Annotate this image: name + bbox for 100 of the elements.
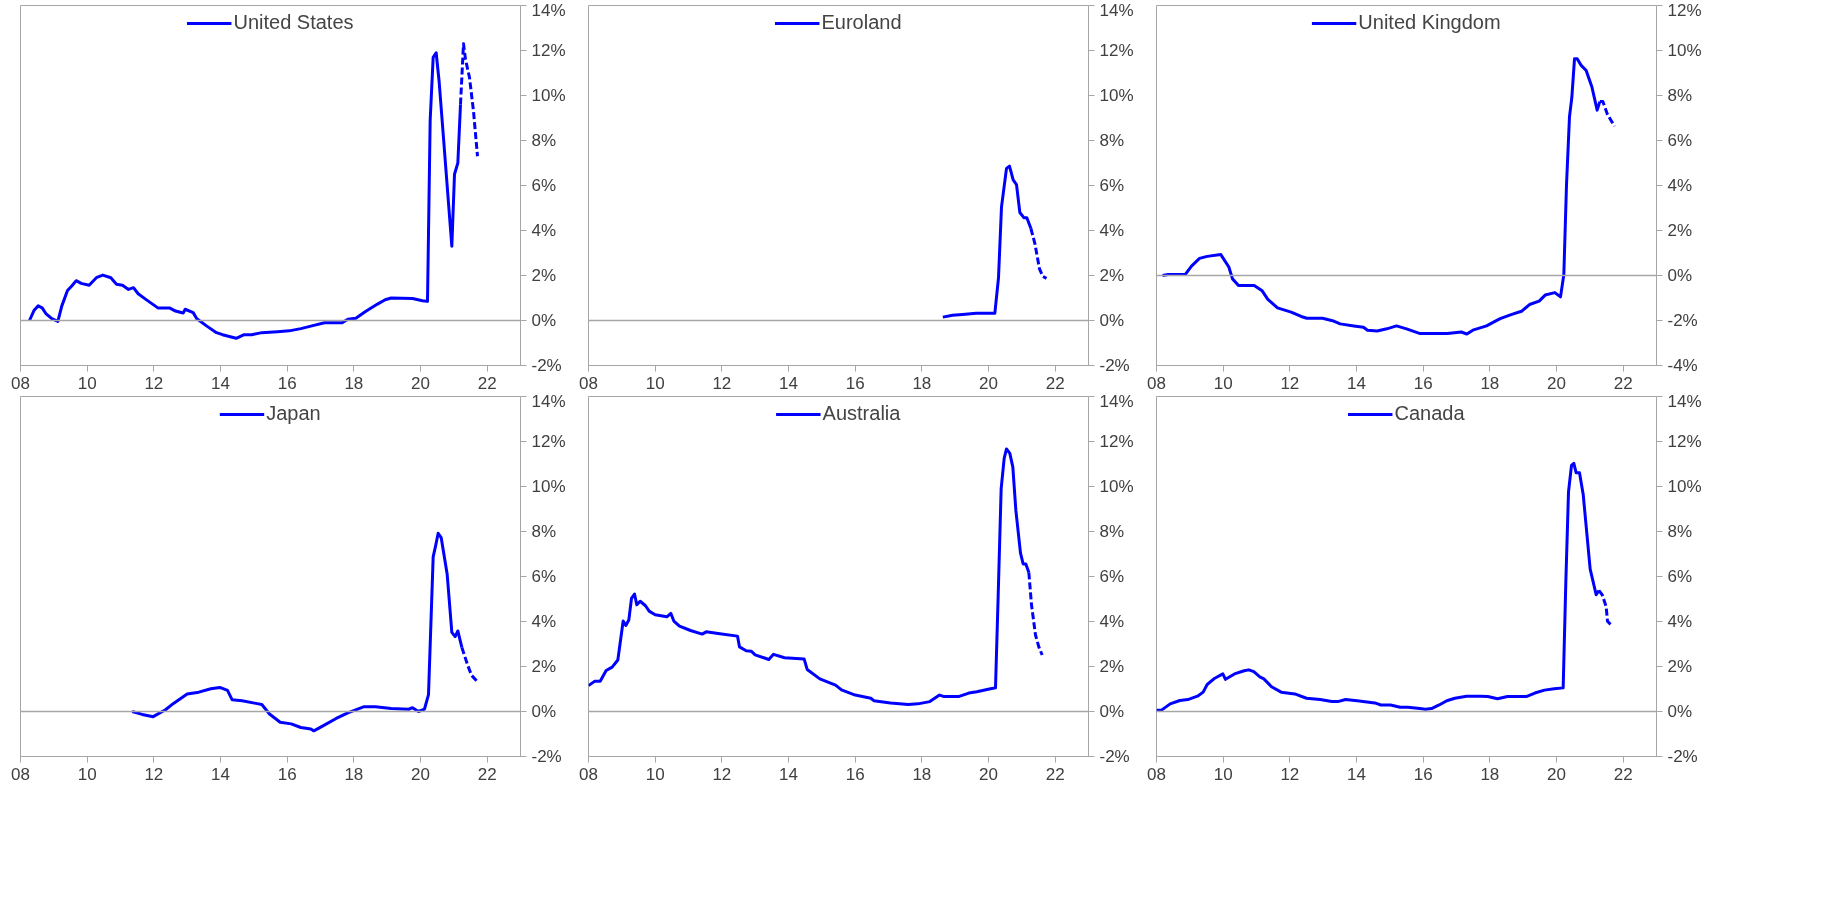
y-tick-label: 2% xyxy=(1667,221,1693,240)
legend-label: Japan xyxy=(266,402,321,425)
legend-label: Australia xyxy=(822,402,901,425)
y-tick-label: 14% xyxy=(531,391,566,411)
y-tick-label: 2% xyxy=(1099,657,1125,676)
legend-label: United Kingdom xyxy=(1358,11,1501,34)
y-tick-label: 12% xyxy=(1099,432,1134,451)
y-tick-label: 8% xyxy=(531,522,557,541)
x-tick-label: 10 xyxy=(77,373,97,393)
x-tick-label: 12 xyxy=(1280,764,1300,784)
y-tick-label: -2% xyxy=(1099,356,1130,375)
legend-label: United States xyxy=(233,11,354,34)
y-tick-label: 4% xyxy=(1099,221,1125,240)
x-tick-label: 18 xyxy=(344,373,364,393)
x-tick-label: 16 xyxy=(845,764,865,784)
y-tick-label: 12% xyxy=(1099,41,1134,60)
y-tick-label: 2% xyxy=(1099,266,1125,285)
y-tick-label: 12% xyxy=(531,432,566,451)
x-tick-label: 16 xyxy=(1413,373,1433,393)
x-tick-label: 08 xyxy=(1147,764,1166,784)
y-tick-label: 12% xyxy=(1667,432,1702,451)
y-tick-label: 4% xyxy=(1667,612,1693,631)
y-tick-label: 12% xyxy=(1667,0,1702,20)
x-tick-label: 22 xyxy=(477,764,497,784)
x-tick-label: 16 xyxy=(1413,764,1433,784)
y-tick-label: -2% xyxy=(1099,747,1130,766)
x-tick-label: 08 xyxy=(1147,373,1166,393)
x-tick-label: 12 xyxy=(712,764,732,784)
y-tick-label: 0% xyxy=(1099,311,1125,330)
y-tick-label: -2% xyxy=(1667,747,1698,766)
x-tick-label: 12 xyxy=(144,373,164,393)
x-tick-label: 20 xyxy=(411,764,430,784)
x-tick-label: 14 xyxy=(1347,764,1366,784)
y-tick-label: 0% xyxy=(531,702,557,721)
x-tick-label: 20 xyxy=(1547,373,1566,393)
y-tick-label: 4% xyxy=(1667,176,1693,195)
x-tick-label: 18 xyxy=(1480,764,1500,784)
x-tick-label: 20 xyxy=(979,373,998,393)
x-tick-label: 22 xyxy=(1045,764,1065,784)
x-tick-label: 14 xyxy=(779,764,798,784)
y-tick-label: 14% xyxy=(1667,391,1702,411)
y-tick-label: 4% xyxy=(1099,612,1125,631)
x-tick-label: 18 xyxy=(912,373,932,393)
x-tick-label: 10 xyxy=(645,373,665,393)
y-tick-label: 6% xyxy=(531,567,557,586)
y-tick-label: 10% xyxy=(1667,477,1702,496)
x-tick-label: 12 xyxy=(144,764,164,784)
x-tick-label: 08 xyxy=(579,373,598,393)
x-tick-label: 20 xyxy=(1547,764,1566,784)
x-tick-label: 14 xyxy=(211,764,230,784)
y-tick-label: -2% xyxy=(531,356,562,375)
y-tick-label: 4% xyxy=(531,221,557,240)
y-tick-label: -2% xyxy=(1667,311,1698,330)
y-tick-label: 2% xyxy=(1667,657,1693,676)
y-tick-label: -4% xyxy=(1667,356,1698,375)
x-tick-label: 22 xyxy=(477,373,497,393)
x-tick-label: 20 xyxy=(411,373,430,393)
y-tick-label: 8% xyxy=(531,131,557,150)
x-tick-label: 22 xyxy=(1045,373,1065,393)
y-tick-label: 0% xyxy=(1667,266,1693,285)
x-tick-label: 10 xyxy=(645,764,665,784)
y-tick-label: 8% xyxy=(1667,86,1693,105)
x-tick-label: 08 xyxy=(11,373,30,393)
y-tick-label: 2% xyxy=(531,657,557,676)
x-tick-label: 08 xyxy=(579,764,598,784)
y-tick-label: -2% xyxy=(531,747,562,766)
y-tick-label: 8% xyxy=(1099,522,1125,541)
x-tick-label: 18 xyxy=(344,764,364,784)
y-tick-label: 8% xyxy=(1667,522,1693,541)
x-tick-label: 10 xyxy=(1213,373,1233,393)
x-tick-label: 12 xyxy=(1280,373,1300,393)
x-tick-label: 16 xyxy=(277,373,297,393)
x-tick-label: 22 xyxy=(1613,764,1633,784)
x-tick-label: 10 xyxy=(1213,764,1233,784)
y-tick-label: 6% xyxy=(531,176,557,195)
x-tick-label: 16 xyxy=(845,373,865,393)
y-tick-label: 2% xyxy=(531,266,557,285)
y-tick-label: 6% xyxy=(1667,567,1693,586)
legend-label: Canada xyxy=(1394,402,1465,425)
y-tick-label: 6% xyxy=(1099,567,1125,586)
y-tick-label: 14% xyxy=(1099,391,1134,411)
y-tick-label: 14% xyxy=(1099,0,1134,20)
y-tick-label: 0% xyxy=(1667,702,1693,721)
y-tick-label: 0% xyxy=(1099,702,1125,721)
y-tick-label: 4% xyxy=(531,612,557,631)
y-tick-label: 6% xyxy=(1099,176,1125,195)
x-tick-label: 22 xyxy=(1613,373,1633,393)
x-tick-label: 08 xyxy=(11,764,30,784)
x-tick-label: 14 xyxy=(779,373,798,393)
y-tick-label: 10% xyxy=(531,86,566,105)
x-tick-label: 16 xyxy=(277,764,297,784)
x-tick-label: 14 xyxy=(211,373,230,393)
x-tick-label: 12 xyxy=(712,373,732,393)
x-tick-label: 20 xyxy=(979,764,998,784)
y-tick-label: 8% xyxy=(1099,131,1125,150)
y-tick-label: 6% xyxy=(1667,131,1693,150)
x-tick-label: 14 xyxy=(1347,373,1366,393)
y-tick-label: 10% xyxy=(1099,86,1134,105)
y-tick-label: 12% xyxy=(531,41,566,60)
y-tick-label: 10% xyxy=(1667,41,1702,60)
